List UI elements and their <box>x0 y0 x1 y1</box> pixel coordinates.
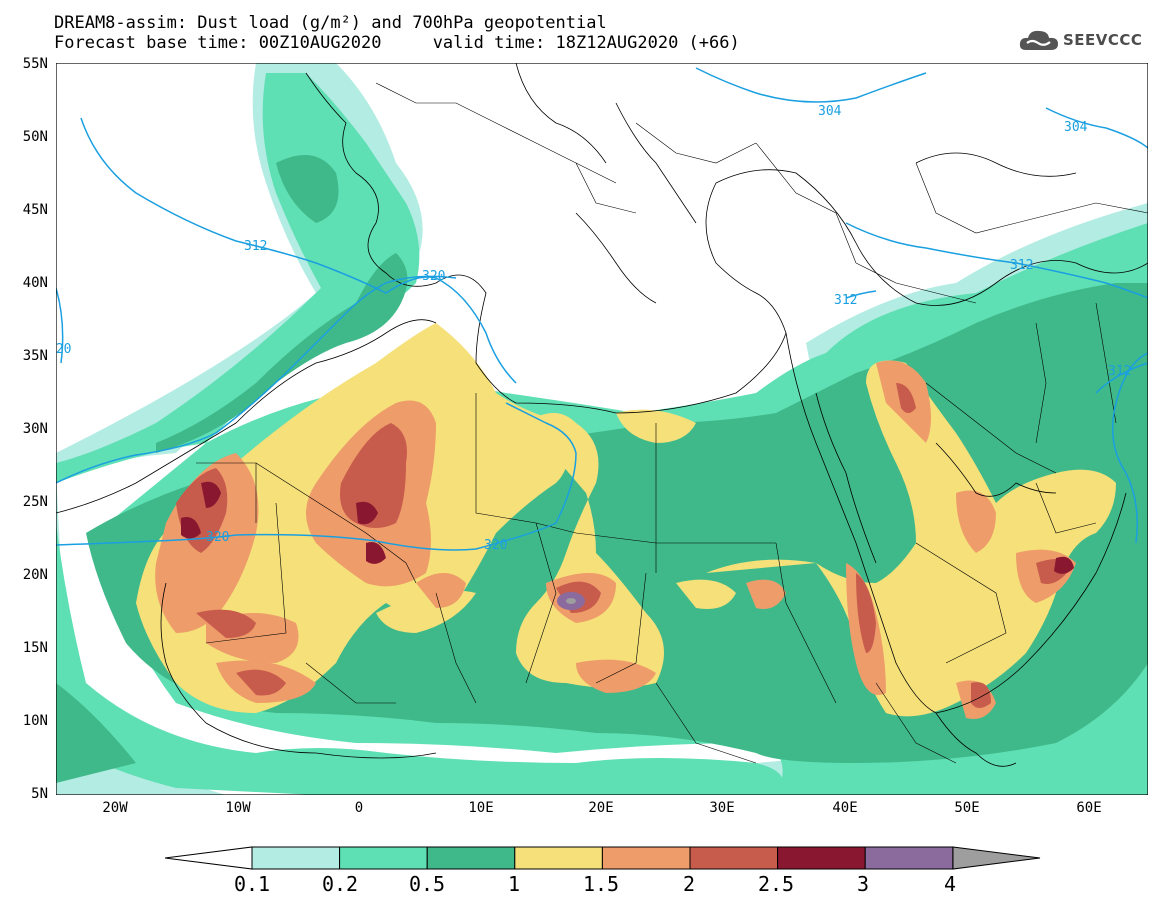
legend-label: 0.2 <box>321 872 359 896</box>
lat-label: 25N <box>22 494 48 510</box>
legend-colorbar <box>165 846 1041 870</box>
lat-label: 50N <box>22 129 48 145</box>
contour-label: 312 <box>244 239 267 254</box>
contour-label: 320 <box>206 530 229 545</box>
contour-label: 312 <box>834 293 857 308</box>
contour-label: 312 <box>1010 258 1033 273</box>
contour-label: 320 <box>422 269 445 284</box>
lat-label: 5N <box>31 786 48 802</box>
legend-swatch <box>777 846 866 870</box>
lat-label: 10N <box>22 713 48 729</box>
dust-band-4 <box>566 598 576 604</box>
lon-label: 20W <box>102 800 128 816</box>
dust-band-2 <box>176 383 1071 708</box>
contour-label: 320 <box>484 538 507 553</box>
cloud-icon <box>1019 30 1058 50</box>
legend-swatch <box>689 846 779 870</box>
contour-labels: 304 304 312 320 312 312 312 320 320 320 <box>56 104 1131 553</box>
dust-load-map <box>56 63 1148 795</box>
legend-label: 3 <box>856 872 870 896</box>
legend-label: 1 <box>507 872 521 896</box>
legend-swatch <box>514 846 603 870</box>
dust-band-2.5 <box>181 481 1074 574</box>
legend-swatch <box>864 846 954 870</box>
contour-label: 304 <box>818 104 842 119</box>
legend-swatch <box>251 846 341 870</box>
lon-label: 30E <box>709 800 735 816</box>
lon-label: 10W <box>225 800 251 816</box>
country-borders <box>196 82 1148 764</box>
lon-label: 0 <box>354 800 364 816</box>
lon-label: 50E <box>954 800 980 816</box>
contour-label: 312 <box>1108 364 1131 379</box>
legend-label: 0.1 <box>233 872 271 896</box>
lon-label: 20E <box>588 800 614 816</box>
lon-label: 40E <box>832 800 858 816</box>
contour-label: 304 <box>1064 120 1088 135</box>
geopotential-contours <box>56 67 1148 551</box>
seevccc-logo: SEEVCCC <box>1018 26 1142 54</box>
lon-label: 10E <box>468 800 494 816</box>
legend-swatch <box>339 846 428 870</box>
legend-label: 1.5 <box>582 872 620 896</box>
legend-arrow-low <box>165 846 253 870</box>
lat-label: 15N <box>22 640 48 656</box>
lat-label: 40N <box>22 275 48 291</box>
legend-label: 2.5 <box>757 872 795 896</box>
legend-label: 4 <box>943 872 957 896</box>
legend-arrow-high <box>952 846 1041 870</box>
lat-label: 30N <box>22 421 48 437</box>
coastlines <box>56 63 1148 767</box>
contour-label: 320 <box>56 342 71 357</box>
lon-label: 60E <box>1076 800 1102 816</box>
lat-label: 45N <box>22 202 48 218</box>
map-subtitle: Forecast base time: 00Z10AUG2020 valid t… <box>54 33 740 53</box>
legend-swatch <box>426 846 516 870</box>
legend-label: 2 <box>682 872 696 896</box>
lat-label: 35N <box>22 348 48 364</box>
lat-label: 55N <box>22 56 48 72</box>
legend-label: 0.5 <box>408 872 446 896</box>
logo-text: SEEVCCC <box>1063 31 1143 49</box>
map-title: DREAM8-assim: Dust load (g/m²) and 700hP… <box>54 13 607 33</box>
legend-swatch <box>601 846 691 870</box>
lat-label: 20N <box>22 567 48 583</box>
